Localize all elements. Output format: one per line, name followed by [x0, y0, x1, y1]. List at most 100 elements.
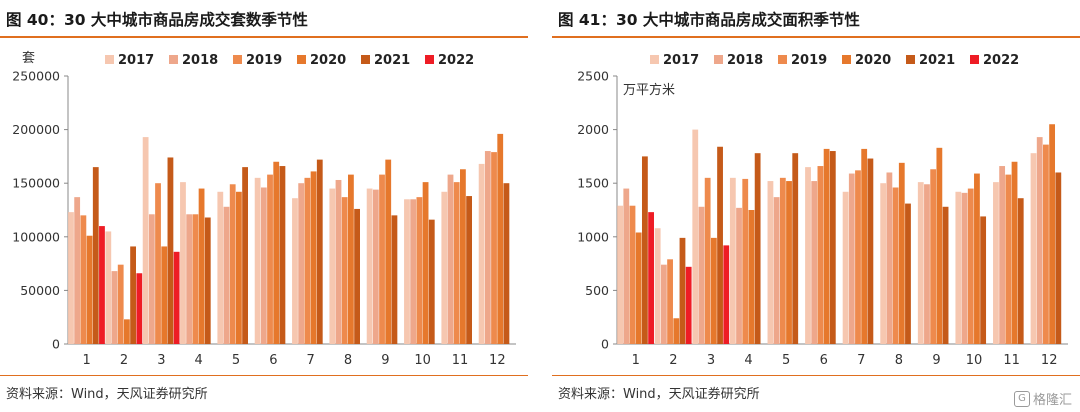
- x-tick-label: 4: [744, 353, 752, 368]
- bar-2020-m10: [974, 173, 980, 344]
- bar-2019-m7: [855, 170, 861, 344]
- bar-2021-m1: [641, 156, 648, 344]
- bar-2018-m3: [148, 214, 155, 344]
- bar-2017-m1: [617, 205, 623, 344]
- bar-2018-m5: [223, 206, 230, 344]
- legend-swatch-2019: [233, 55, 242, 64]
- bar-2018-m4: [736, 207, 742, 344]
- bar-2021-m6: [279, 166, 286, 344]
- bar-2019-m5: [779, 177, 786, 344]
- bar-2021-m8: [354, 208, 360, 344]
- legend-swatch-2022: [425, 55, 434, 64]
- chart-panel-area: 图 41：30 大中城市商品房成交面积季节性 0 500 1000 1500 2000 2…: [552, 0, 1080, 412]
- watermark: G 格隆汇: [1013, 389, 1072, 408]
- bar-2020-m8: [348, 174, 354, 344]
- bar-2020-m11: [1011, 161, 1018, 344]
- legend-swatch-2018: [169, 55, 178, 64]
- y-tick-label: 250000: [12, 69, 60, 84]
- bar-2021-m2: [679, 237, 686, 344]
- title-rule: [0, 36, 528, 38]
- x-tick-label: 10: [414, 353, 431, 368]
- bar-2020-m11: [460, 169, 466, 344]
- x-tick-label: 12: [1041, 353, 1058, 368]
- bar-2018-m4: [186, 214, 193, 344]
- bar-2017-m8: [329, 188, 336, 344]
- bar-2018-m8: [886, 172, 893, 344]
- bar-2019-m9: [379, 174, 385, 344]
- bar-2021-m7: [867, 158, 874, 344]
- bar-2022-m3: [173, 251, 180, 344]
- y-tick-label: 150000: [12, 176, 60, 191]
- bar-2017-m7: [842, 191, 849, 344]
- bar-2019-m4: [742, 178, 749, 344]
- bar-2020-m7: [310, 171, 317, 344]
- y-axis-label: 套: [22, 50, 35, 66]
- bar-2017-m12: [1030, 153, 1037, 344]
- bar-2020-m9: [936, 147, 943, 344]
- bar-2019-m11: [1005, 174, 1012, 344]
- legend-label-2022: 2022: [438, 53, 474, 68]
- y-tick-label: 2500: [577, 69, 609, 84]
- bar-2018-m12: [1036, 137, 1043, 344]
- bar-2018-m9: [924, 184, 930, 344]
- legend-swatch-2019: [778, 55, 787, 64]
- legend-label-2021: 2021: [374, 53, 410, 68]
- bar-2021-m6: [829, 151, 836, 344]
- bar-2018-m10: [410, 199, 417, 344]
- legend-swatch-2020: [842, 55, 851, 64]
- bar-2019-m8: [341, 197, 348, 344]
- chart-panel-units: 图 40：30 大中城市商品房成交套数季节性 0 50000 100000 15000…: [0, 0, 528, 412]
- bar-2020-m6: [273, 161, 280, 344]
- bar-2017-m9: [366, 188, 373, 344]
- bar-2017-m6: [805, 167, 811, 344]
- y-tick-label: 0: [601, 337, 609, 352]
- x-tick-label: 3: [157, 353, 165, 368]
- bar-2022-m2: [136, 273, 143, 344]
- bar-2017-m4: [729, 177, 736, 344]
- bar-2021-m4: [754, 153, 761, 344]
- bar-2017-m1: [68, 212, 74, 344]
- x-tick-label: 12: [489, 353, 506, 368]
- bar-2019-m3: [155, 183, 161, 344]
- bar-2017-m10: [955, 191, 962, 344]
- bar-2020-m4: [198, 188, 205, 344]
- legend-label-2018: 2018: [727, 53, 763, 68]
- bar-2017-m6: [254, 177, 261, 344]
- bar-2017-m5: [767, 181, 774, 344]
- bar-2020-m2: [124, 319, 130, 344]
- bar-2020-m8: [898, 162, 905, 344]
- x-tick-label: 5: [232, 353, 240, 368]
- y-tick-label: 100000: [12, 229, 60, 244]
- bar-2021-m12: [1055, 172, 1062, 344]
- legend-swatch-2021: [906, 55, 915, 64]
- x-tick-label: 3: [707, 353, 715, 368]
- bar-2020-m1: [635, 232, 642, 344]
- bar-2018-m2: [111, 271, 118, 344]
- bar-2020-m3: [161, 246, 168, 344]
- bar-2022-m3: [723, 245, 730, 344]
- source-rule: [0, 375, 528, 376]
- watermark-text: 格隆汇: [1032, 393, 1072, 408]
- y-tick-label: 1500: [577, 176, 609, 191]
- bar-2017-m5: [217, 191, 224, 344]
- bar-2017-m8: [880, 183, 887, 344]
- legend-label-2019: 2019: [246, 53, 282, 68]
- bar-2019-m1: [80, 215, 87, 344]
- bar-2017-m10: [404, 199, 410, 344]
- bar-2022-m1: [99, 226, 105, 344]
- bar-2018-m6: [811, 181, 818, 344]
- x-tick-label: 7: [857, 353, 865, 368]
- watermark-logo-icon: G: [1013, 390, 1030, 407]
- bar-2021-m1: [92, 167, 99, 344]
- bar-2018-m2: [660, 264, 667, 344]
- bar-2018-m1: [623, 188, 630, 344]
- y-tick-label: 500: [585, 283, 609, 298]
- bar-2020-m7: [861, 148, 868, 344]
- source-note: 资料来源：Wind，天风证券研究所: [558, 387, 760, 402]
- x-tick-label: 2: [120, 353, 128, 368]
- bar-2019-m2: [667, 259, 673, 344]
- bar-2017-m12: [478, 163, 485, 344]
- figure-title: 图 40：30 大中城市商品房成交套数季节性: [6, 11, 308, 29]
- bar-2019-m6: [267, 174, 273, 344]
